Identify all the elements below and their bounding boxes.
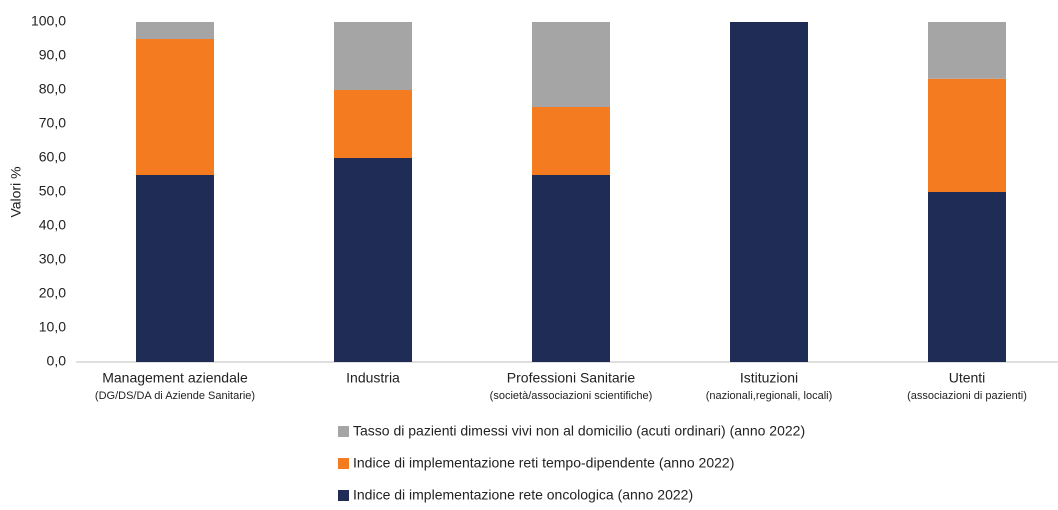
y-tick-label: 10,0 <box>39 319 66 335</box>
bar-segment <box>532 22 610 107</box>
y-tick-label: 60,0 <box>39 149 66 165</box>
y-tick-label: 20,0 <box>39 285 66 301</box>
legend-label: Tasso di pazienti dimessi vivi non al do… <box>353 423 805 439</box>
x-tick-sublabel: (associazioni di pazienti) <box>907 390 1027 402</box>
bar-segment <box>136 22 214 39</box>
bar-segment <box>334 90 412 158</box>
bar-segment <box>136 175 214 362</box>
bar-segment <box>334 158 412 362</box>
bar-segment <box>532 107 610 175</box>
y-tick-label: 50,0 <box>39 183 66 199</box>
y-tick-label: 40,0 <box>39 217 66 233</box>
x-tick-label: Professioni Sanitarie <box>507 370 636 386</box>
x-tick-sublabel: (nazionali,regionali, locali) <box>706 390 833 402</box>
y-tick-label: 80,0 <box>39 81 66 97</box>
y-tick-label: 30,0 <box>39 251 66 267</box>
x-tick-sublabel: (DG/DS/DA di Aziende Sanitarie) <box>95 390 255 402</box>
bar-segment <box>334 22 412 90</box>
y-tick-label: 0,0 <box>47 353 67 369</box>
y-tick-label: 70,0 <box>39 115 66 131</box>
legend-swatch <box>338 426 349 437</box>
legend-label: Indice di implementazione rete oncologic… <box>353 487 693 503</box>
bar-segment <box>928 22 1006 79</box>
bar-segment <box>928 192 1006 362</box>
y-axis-label: Valori % <box>8 166 24 217</box>
bar-segment <box>928 78 1006 192</box>
bar-segment <box>532 175 610 362</box>
bar-segment <box>730 22 808 362</box>
legend-swatch <box>338 458 349 469</box>
x-tick-label: Management aziendale <box>102 370 248 386</box>
y-tick-label: 100,0 <box>31 13 66 29</box>
x-tick-label: Industria <box>346 370 400 386</box>
x-tick-label: Utenti <box>949 370 986 386</box>
bar-segment <box>136 39 214 175</box>
x-tick-sublabel: (società/associazioni scientifiche) <box>490 390 653 402</box>
legend-label: Indice di implementazione reti tempo-dip… <box>353 455 734 471</box>
y-tick-label: 90,0 <box>39 47 66 63</box>
x-tick-label: Istituzioni <box>740 370 798 386</box>
legend-swatch <box>338 490 349 501</box>
